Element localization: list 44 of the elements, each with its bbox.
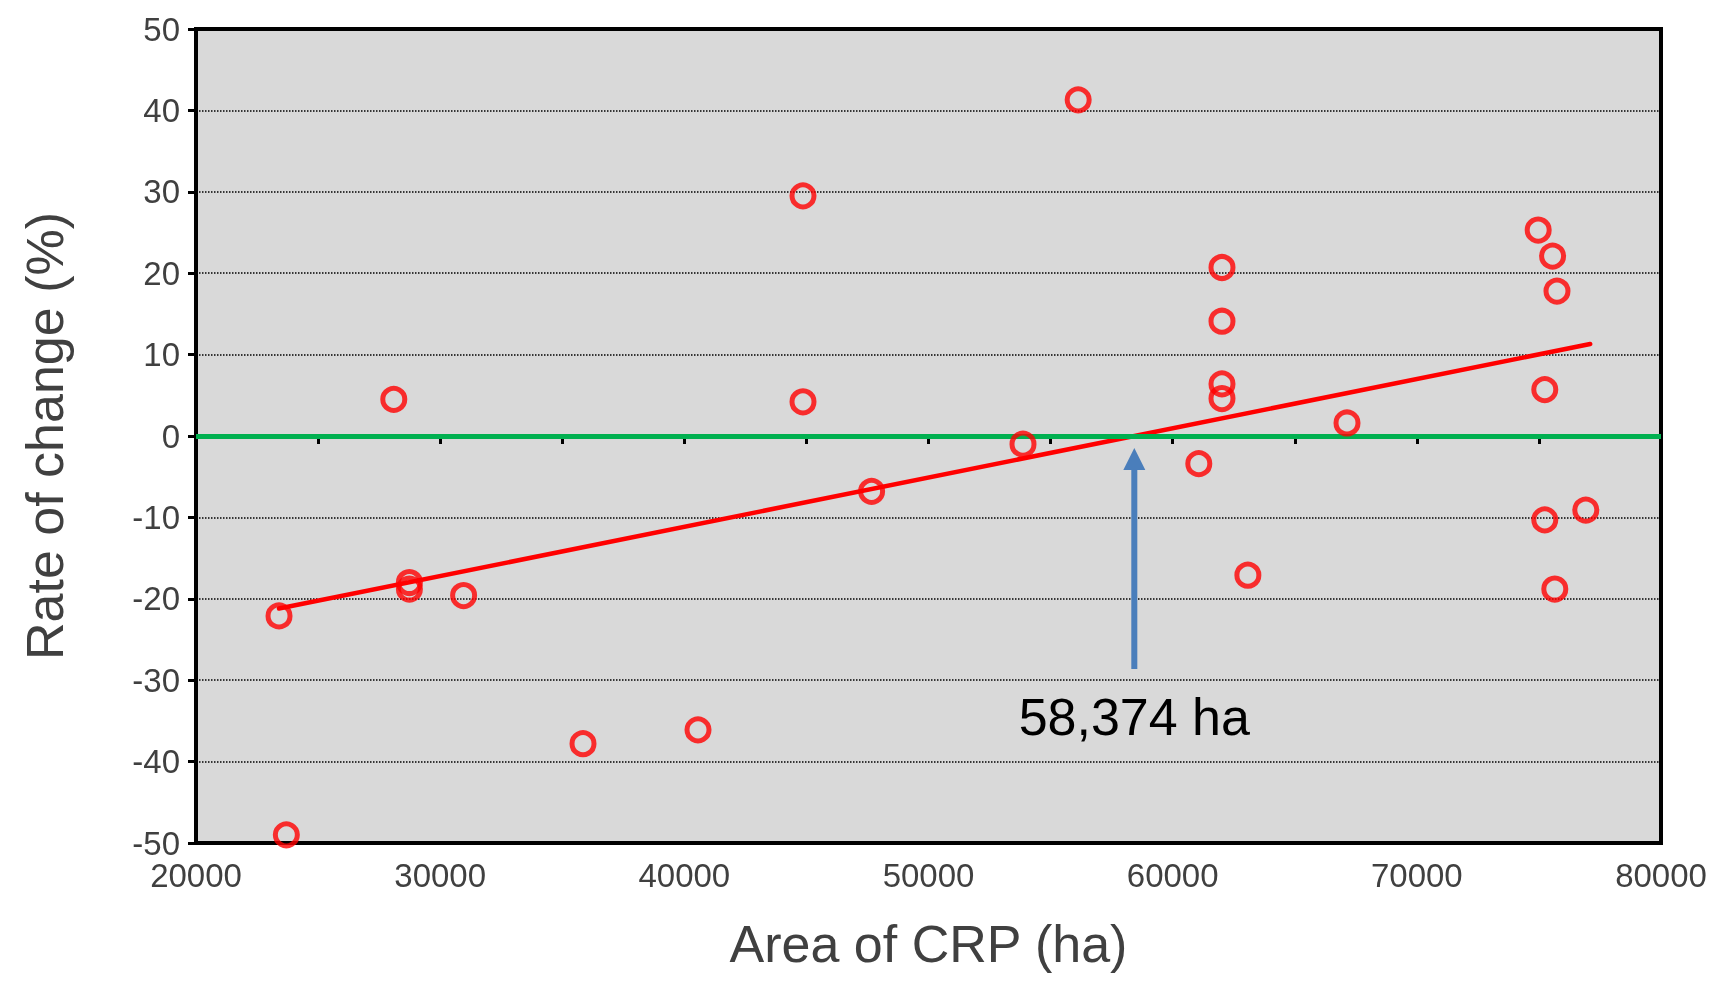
x-tick-label: 40000 [638,857,731,894]
point [380,385,408,413]
point [1531,376,1559,404]
point [265,602,293,630]
point [1543,277,1571,305]
point [1064,86,1092,114]
point [1234,561,1262,589]
y-tick-label: -10 [132,498,180,536]
y-axis-title: Rate of change (%) [16,211,74,661]
y-tick-label: -30 [132,661,180,699]
x-tick-label: 80000 [1615,857,1707,894]
x-tick-label: 30000 [394,857,487,894]
y-tick-label: 0 [161,417,180,455]
annotation: 58,374 ha [1018,687,1251,746]
point [684,716,712,744]
point [272,821,300,849]
point [1524,216,1552,244]
point [1333,409,1361,437]
y-tick-label: 10 [143,336,180,374]
point [1208,370,1236,398]
point [1572,496,1600,524]
point [789,388,817,416]
y-tick-label: -40 [132,743,180,781]
point [569,730,597,758]
y-tick-label: 20 [143,254,180,292]
x-tick-label: 70000 [1370,857,1463,894]
x-tick-label: 60000 [1126,857,1219,894]
point [1208,254,1236,281]
point [858,477,886,505]
y-tick-label: -20 [132,580,180,618]
point [1541,575,1569,603]
point [1009,430,1037,458]
point [1185,450,1213,478]
y-tick-label: 40 [143,91,180,129]
y-tick-label: 30 [143,173,180,211]
x-axis-title: Area of CRP (ha) [729,915,1128,973]
y-tick-label: 50 [143,10,180,48]
x-tick-label: 50000 [882,857,975,894]
point [450,582,478,610]
point [1208,307,1236,335]
point [789,182,817,210]
point [1531,506,1559,534]
point [1208,385,1236,413]
point [1539,242,1567,270]
